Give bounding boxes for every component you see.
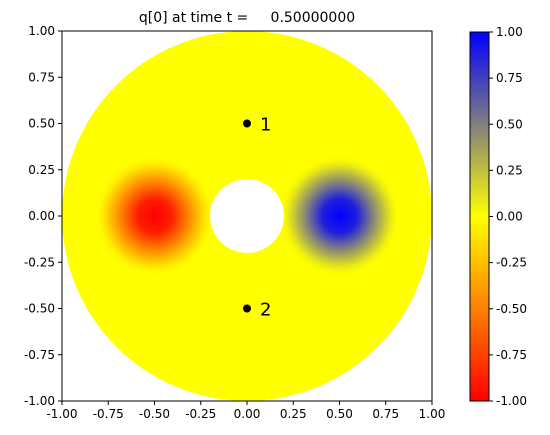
colorbar-tick-label: -0.75	[496, 348, 527, 362]
positive-blob	[278, 154, 401, 278]
colorbar-tick-label: 0.50	[496, 117, 523, 131]
colorbar-tick-label: 0.75	[496, 71, 523, 85]
y-axis: 1.00 0.75 0.50 0.25 0.00 -0.25 -0.50 -0.75 -1.00	[24, 24, 62, 408]
colorbar-tick-label: 0.25	[496, 163, 523, 177]
chart-title: q[0] at time t = 0.50000000	[139, 10, 355, 26]
colorbar-tick-label: -0.50	[496, 302, 527, 316]
x-tick-label: 0.00	[234, 407, 261, 421]
marker-label: 1	[260, 115, 271, 136]
x-tick-label: -0.25	[185, 407, 216, 421]
marker-label: 2	[260, 300, 271, 321]
colorbar-gradient	[469, 31, 490, 402]
x-tick-label: 0.25	[280, 407, 307, 421]
colorbar: 1.00 0.75 0.50 0.25 0.00 -0.25 -0.50 -0.75 -1.00	[469, 25, 527, 408]
y-tick-label: -0.50	[24, 302, 55, 316]
x-tick-label: 0.75	[372, 407, 399, 421]
y-tick-label: -0.75	[24, 348, 55, 362]
negative-blob	[93, 154, 216, 278]
x-tick-label: -0.50	[139, 407, 170, 421]
x-tick-label: 1.00	[419, 407, 446, 421]
marker-point	[243, 119, 251, 128]
x-axis: -1.00 -0.75 -0.50 -0.25 0.00 0.25 0.50 0.75 1.00	[46, 401, 445, 421]
x-tick-label: -0.75	[93, 407, 124, 421]
y-tick-label: 0.00	[28, 209, 55, 223]
markers: 12	[243, 115, 271, 321]
y-tick-label: -1.00	[24, 394, 55, 408]
heatmap-field	[62, 31, 432, 401]
x-tick-label: 0.50	[326, 407, 353, 421]
y-tick-label: 0.25	[28, 163, 55, 177]
plot-area: 12 -1.00 -0.75 -0.50 -0.25 0.00 0.25 0.50 0.75 1…	[24, 10, 445, 421]
domain-hole	[210, 179, 284, 253]
colorbar-ticks: 1.00 0.75 0.50 0.25 0.00 -0.25 -0.50 -0.75 -1.00	[489, 25, 527, 408]
y-tick-label: 0.50	[28, 117, 55, 131]
marker-point	[243, 304, 251, 313]
colorbar-tick-label: -1.00	[496, 394, 527, 408]
colorbar-tick-label: 0.00	[496, 210, 523, 224]
x-tick-label: -1.00	[46, 407, 77, 421]
colorbar-tick-label: -0.25	[496, 256, 527, 270]
y-tick-label: -0.25	[24, 255, 55, 269]
y-tick-label: 0.75	[28, 70, 55, 84]
y-tick-label: 1.00	[28, 24, 55, 38]
colorbar-tick-label: 1.00	[496, 25, 523, 39]
